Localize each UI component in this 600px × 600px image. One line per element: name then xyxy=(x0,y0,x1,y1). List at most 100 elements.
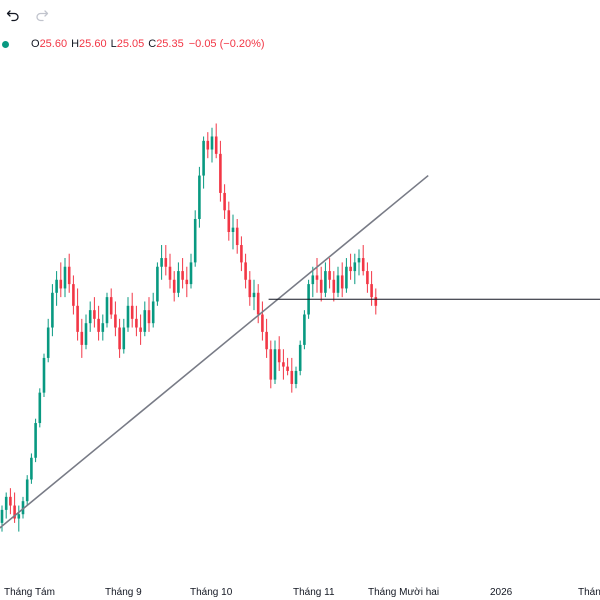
candle xyxy=(139,314,142,345)
candle-body xyxy=(101,323,105,332)
candle-body xyxy=(294,370,298,384)
candle-body xyxy=(164,258,168,267)
drawings-layer xyxy=(0,174,600,530)
candle xyxy=(42,353,46,397)
candle-body xyxy=(126,305,130,328)
candle-body xyxy=(214,136,218,154)
redo-button[interactable] xyxy=(31,4,53,26)
candle xyxy=(198,166,201,228)
candle-body xyxy=(160,258,163,267)
candle xyxy=(193,210,197,267)
candle-body xyxy=(76,305,79,332)
trendline[interactable] xyxy=(0,174,429,530)
candle xyxy=(361,245,365,276)
candle xyxy=(248,271,252,306)
candle xyxy=(38,388,42,428)
candle xyxy=(84,314,88,350)
candle-body xyxy=(63,266,67,289)
candle xyxy=(25,475,29,506)
candle xyxy=(231,214,235,250)
ohlc-legend: O 25.60 H 25.60 L 25.05 C 25.35 −0.05 (−0.20… xyxy=(0,36,265,52)
candle-body xyxy=(366,271,369,285)
candle-body xyxy=(30,457,33,480)
candle xyxy=(273,340,277,384)
candle xyxy=(294,366,298,389)
candle-body xyxy=(139,327,142,332)
candle-body xyxy=(185,279,189,285)
candle-body xyxy=(59,279,63,289)
candle-body xyxy=(38,392,42,424)
candle-body xyxy=(25,479,29,502)
candle xyxy=(147,297,151,332)
candle-body xyxy=(261,314,264,332)
candle xyxy=(235,218,239,254)
candle-body xyxy=(227,210,231,233)
candle-body xyxy=(324,271,327,293)
candle-body xyxy=(298,344,302,371)
open-value: 25.60 xyxy=(39,38,68,50)
candle xyxy=(93,297,96,328)
candle-body xyxy=(105,297,109,324)
candle-body xyxy=(42,357,46,393)
change-value: −0.05 (−0.20%) xyxy=(188,38,265,50)
candle-body xyxy=(202,140,205,176)
candle-body xyxy=(55,279,58,293)
candle xyxy=(290,357,294,393)
redo-icon xyxy=(36,10,49,22)
candle-body xyxy=(135,318,138,328)
candle xyxy=(55,271,58,306)
candle xyxy=(265,318,268,358)
candle xyxy=(164,245,168,276)
candle xyxy=(185,266,189,298)
x-axis-label: Tháng Tám xyxy=(4,587,55,598)
candle xyxy=(256,284,260,324)
candle-body xyxy=(88,310,92,324)
candle xyxy=(252,279,256,311)
candle xyxy=(126,297,130,332)
candle-body xyxy=(21,501,25,515)
candle-body xyxy=(349,266,352,272)
low-key: L xyxy=(110,38,117,50)
candle-body xyxy=(311,275,315,285)
x-axis-label: Tháng Mười hai xyxy=(368,587,439,598)
high-key: H xyxy=(71,38,80,50)
candle-body xyxy=(315,275,319,280)
candle xyxy=(143,301,147,337)
candle xyxy=(0,505,4,532)
candle-body xyxy=(114,314,117,328)
candle-body xyxy=(277,349,281,363)
candle xyxy=(366,262,369,293)
candle xyxy=(370,271,373,306)
candle xyxy=(160,245,163,280)
candle xyxy=(135,305,138,337)
candle-body xyxy=(223,192,226,211)
candle-body xyxy=(328,271,331,280)
candle xyxy=(328,258,331,289)
candle-body xyxy=(34,423,37,458)
candle-body xyxy=(210,136,214,150)
candle-body xyxy=(80,331,84,345)
candle xyxy=(240,236,243,272)
candle xyxy=(286,357,289,376)
candle xyxy=(63,258,67,298)
candle-body xyxy=(345,266,348,289)
candle-body xyxy=(282,362,285,367)
candle-body xyxy=(156,266,159,302)
candle-body xyxy=(122,327,126,350)
undo-button[interactable] xyxy=(2,4,24,26)
candle-body xyxy=(147,310,151,324)
candle-body xyxy=(370,284,373,298)
candle xyxy=(303,310,306,350)
candle xyxy=(177,262,180,298)
candle-body xyxy=(256,292,260,315)
candle-body xyxy=(273,349,277,380)
x-axis-label: 2026 xyxy=(490,587,513,598)
candle-body xyxy=(97,318,100,332)
candle xyxy=(4,492,8,519)
candle xyxy=(261,301,264,341)
candle-body xyxy=(93,310,96,319)
candle xyxy=(67,253,71,293)
candle xyxy=(353,253,357,285)
candle xyxy=(244,253,247,289)
